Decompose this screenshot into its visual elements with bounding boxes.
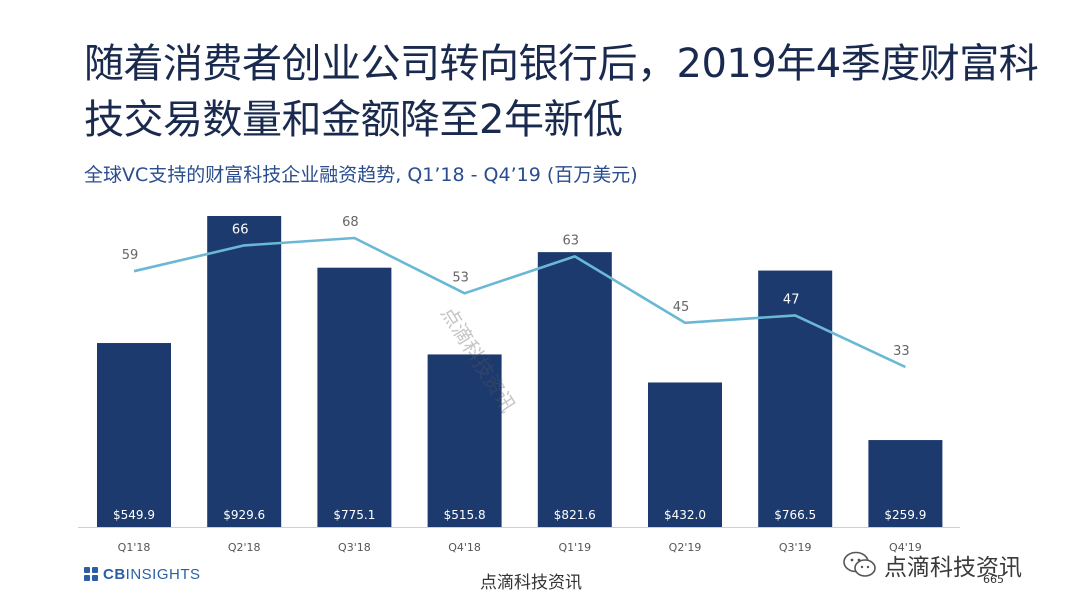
bar-1 — [207, 216, 282, 527]
cbinsights-logo: CBINSIGHTS — [84, 565, 201, 583]
line-point-label-4: 63 — [563, 233, 580, 248]
bars-layer — [97, 216, 943, 528]
bar-5 — [648, 382, 722, 527]
line-point-label-6: 47 — [783, 292, 800, 307]
x-tick-label-1: Q2'18 — [228, 541, 261, 554]
bar-4 — [537, 252, 612, 528]
x-tick-label-5: Q2'19 — [669, 541, 702, 554]
x-tick-label-2: Q3'18 — [338, 541, 371, 554]
page-number: 665 — [983, 573, 1004, 586]
wechat-account-badge: 点滴科技资讯 — [842, 548, 1022, 582]
wechat-account-name: 点滴科技资讯 — [884, 555, 1022, 581]
x-tick-label-7: Q4'19 — [889, 541, 922, 554]
bar-value-label-4: $821.6 — [554, 508, 596, 522]
line-point-label-3: 53 — [452, 270, 469, 285]
wechat-icon — [843, 551, 876, 577]
line-point-label-0: 59 — [122, 248, 139, 263]
line-layer — [133, 236, 906, 369]
bar-value-label-6: $766.5 — [774, 508, 816, 522]
bar-value-label-7: $259.9 — [884, 508, 926, 522]
bar-value-label-2: $775.1 — [333, 508, 375, 522]
cbinsights-logo-text: CBINSIGHTS — [103, 565, 201, 583]
bar-value-label-0: $549.9 — [113, 508, 155, 522]
slide-title: 随着消费者创业公司转向银行后，2019年4季度财富科技交易数量和金额降至2年新低 — [84, 41, 1039, 143]
bar-value-label-1: $929.6 — [223, 508, 265, 522]
line-point-label-2: 68 — [342, 215, 359, 230]
bar-3 — [427, 354, 502, 527]
bar-6 — [758, 270, 833, 527]
x-tick-label-3: Q4'18 — [448, 541, 481, 554]
deal-count-line — [133, 236, 906, 369]
bar-value-label-3: $515.8 — [444, 508, 486, 522]
x-tick-label-6: Q3'19 — [779, 541, 812, 554]
chart-subtitle: 全球VC支持的财富科技企业融资趋势, Q1’18 - Q4’19 (百万美元) — [84, 164, 638, 186]
bar-0 — [97, 343, 171, 527]
bar-2 — [317, 267, 392, 527]
bar-7 — [868, 440, 943, 527]
bar-value-label-5: $432.0 — [664, 508, 706, 522]
labels-layer: $549.9 $929.6 $775.1 $515.8 $821.6 $432.0 $766… — [113, 215, 926, 554]
x-tick-label-0: Q1'18 — [118, 541, 151, 554]
cbinsights-logo-icon — [84, 567, 98, 581]
line-point-label-7: 33 — [893, 344, 910, 359]
line-point-label-1: 66 — [232, 222, 249, 237]
bottom-watermark: 点滴科技资讯 — [480, 573, 582, 593]
x-tick-label-4: Q1'19 — [558, 541, 591, 554]
line-point-label-5: 45 — [673, 300, 690, 315]
